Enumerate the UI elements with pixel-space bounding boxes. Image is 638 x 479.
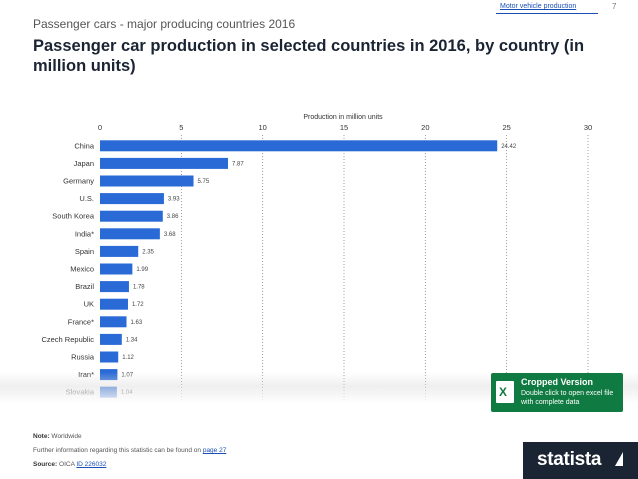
statista-logo: statista xyxy=(523,442,638,479)
category-label: UK xyxy=(84,300,94,309)
x-tick-label: 30 xyxy=(584,123,592,132)
bar xyxy=(100,175,194,187)
cropped-version-title: Cropped Version xyxy=(521,377,594,387)
value-label: 1.12 xyxy=(122,355,134,361)
x-tick-label: 20 xyxy=(421,123,429,132)
category-label: Japan xyxy=(74,159,94,168)
statistic-id-link[interactable]: ID 226032 xyxy=(76,461,107,468)
bars xyxy=(100,140,498,398)
x-tick-label: 10 xyxy=(258,123,266,132)
cropped-version-text: Double click to open excel file with com… xyxy=(521,390,614,406)
source: Source: OICA ID 226032 xyxy=(33,461,106,468)
value-label: 24.42 xyxy=(501,144,517,150)
x-axis-label: Production in million units xyxy=(303,114,383,121)
gridlines xyxy=(180,135,589,404)
note-text: Worldwide xyxy=(51,433,82,440)
source-label: Source: xyxy=(33,461,58,468)
value-label: 3.68 xyxy=(164,232,176,238)
page-number: 7 xyxy=(612,2,617,11)
bar xyxy=(100,228,160,240)
x-tick-label: 0 xyxy=(98,123,102,132)
category-label: South Korea xyxy=(52,212,95,221)
bar xyxy=(100,245,139,257)
value-label: 1.78 xyxy=(133,285,145,291)
x-tick-label: 5 xyxy=(179,123,183,132)
value-label: 1.34 xyxy=(126,337,138,343)
category-label: Czech Republic xyxy=(41,335,94,344)
value-label: 3.93 xyxy=(168,197,180,203)
category-label: Germany xyxy=(63,177,94,186)
bar xyxy=(100,333,122,345)
source-text: OICA xyxy=(59,461,75,468)
category-label: Spain xyxy=(75,247,94,256)
category-label: France* xyxy=(68,317,94,326)
category-labels: China Japan Germany U.S. South Korea India* Sp… xyxy=(41,141,94,396)
page-27-link[interactable]: page 27 xyxy=(202,447,227,454)
further-info: Further information regarding this stati… xyxy=(33,447,226,454)
category-label: Mexico xyxy=(70,265,94,274)
bar xyxy=(100,298,128,310)
bar xyxy=(100,281,129,293)
category-label: China xyxy=(74,141,94,150)
note: Note: Worldwide xyxy=(33,433,82,440)
x-tick-label: 15 xyxy=(340,123,348,132)
value-label: 7.87 xyxy=(232,161,244,167)
bar xyxy=(100,193,164,205)
bar xyxy=(100,263,133,275)
x-tick-labels: 0 5 10 15 20 25 30 xyxy=(98,123,592,132)
bar xyxy=(100,210,163,222)
top-link-rule xyxy=(496,13,598,14)
category-label: U.S. xyxy=(79,194,94,203)
page-title: Passenger car production in selected cou… xyxy=(33,37,585,75)
cropped-version-button[interactable]: X Cropped Version Double click to open e… xyxy=(491,373,623,412)
bar-chart: Production in million units 0 5 10 15 20 25 30… xyxy=(41,114,592,404)
value-label: 1.99 xyxy=(136,267,148,273)
value-label: 3.86 xyxy=(167,214,179,220)
further-info-text: Further information regarding this stati… xyxy=(33,447,202,454)
bar xyxy=(100,157,229,169)
statista-logo-mark xyxy=(615,452,623,466)
value-label: 1.63 xyxy=(131,320,143,326)
value-label: 5.75 xyxy=(198,179,210,185)
value-label: 2.35 xyxy=(142,249,154,255)
bar xyxy=(100,140,498,152)
bar xyxy=(100,351,119,363)
excel-icon: X xyxy=(496,381,514,403)
value-label: 1.72 xyxy=(132,302,144,308)
category-label: Brazil xyxy=(75,282,94,291)
x-tick-label: 25 xyxy=(502,123,510,132)
category-label: India* xyxy=(75,229,94,238)
note-label: Note: xyxy=(33,433,50,440)
bar xyxy=(100,316,127,328)
motor-vehicle-production-link[interactable]: Motor vehicle production xyxy=(500,3,577,10)
page-subtitle: Passenger cars - major producing countri… xyxy=(33,17,296,31)
category-label: Russia xyxy=(71,353,95,362)
statista-logo-text: statista xyxy=(537,449,602,470)
